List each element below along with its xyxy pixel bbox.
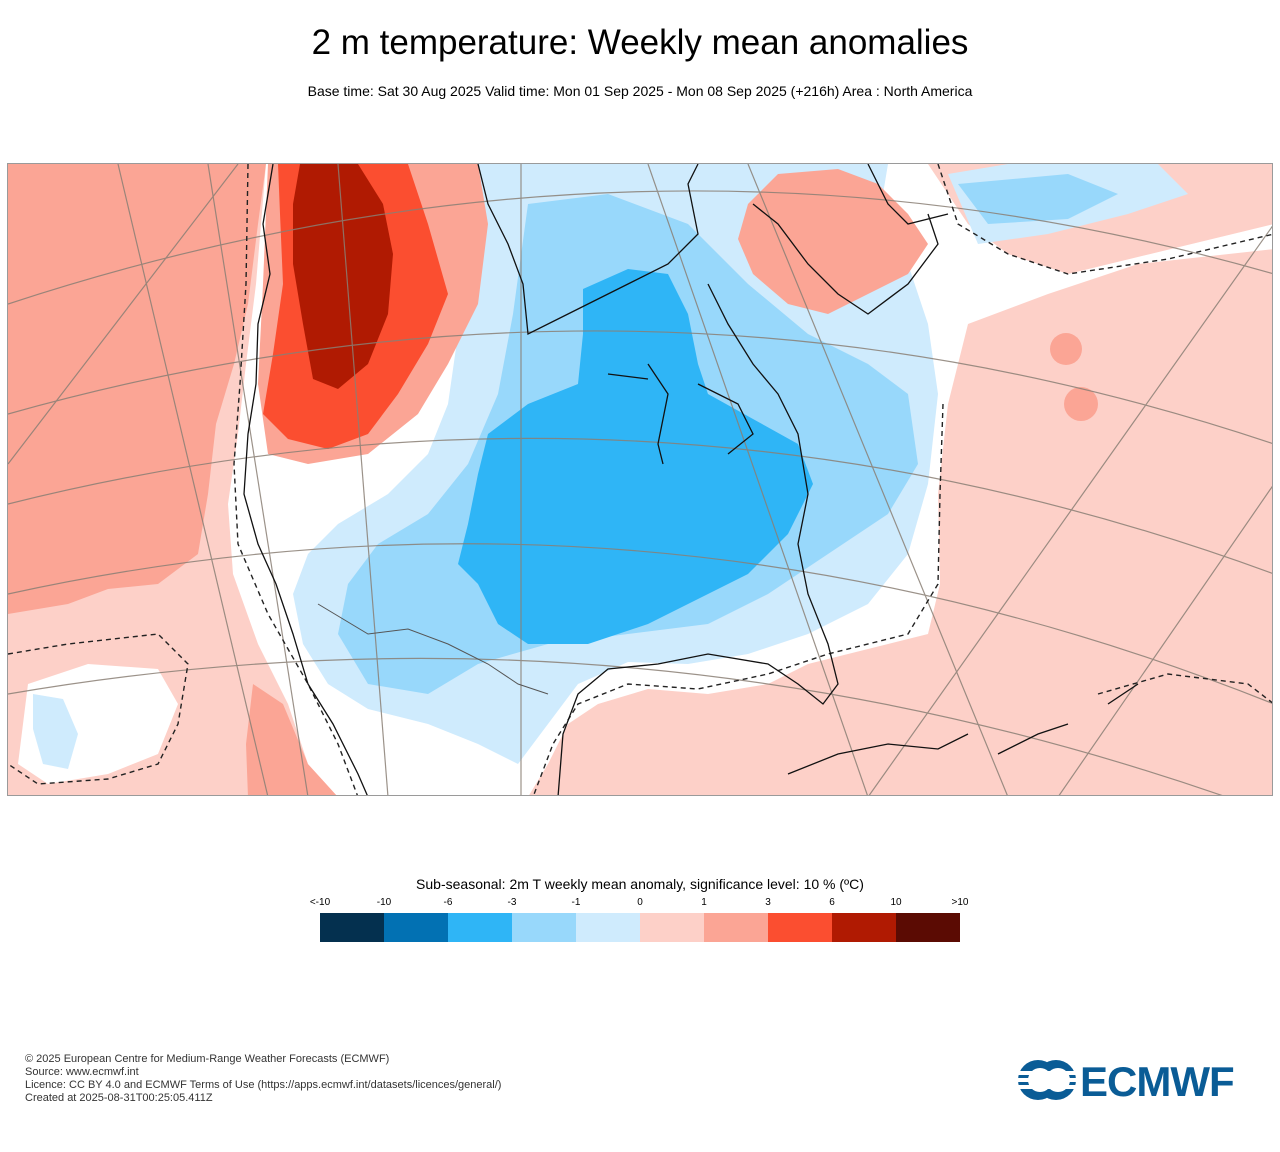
legend-swatch-6: [704, 913, 768, 942]
legend-tick-label: <-10: [309, 897, 331, 908]
legend-swatch-3: [512, 913, 576, 942]
legend-title: Sub-seasonal: 2m T weekly mean anomaly, …: [416, 876, 864, 892]
legend-tick-label: 6: [829, 897, 835, 908]
light-cold-pacific: [33, 694, 78, 769]
legend-ticks: <-10 -10 -6 -3 -1 0 1 3 6 10 >10: [0, 897, 1280, 911]
legend-tick-label: 3: [765, 897, 771, 908]
strong-cold-core: [458, 269, 813, 644]
ecmwf-logo-mark: ECMWF: [1016, 1058, 1235, 1105]
footer-copyright: © 2025 European Centre for Medium-Range …: [25, 1053, 390, 1065]
legend-swatch-9: [896, 913, 960, 942]
western-canada-extreme-core: [293, 164, 393, 389]
legend-swatch-0: [320, 913, 384, 942]
legend-swatch-1: [384, 913, 448, 942]
footer-credits: © 2025 European Centre for Medium-Range …: [25, 1053, 725, 1105]
legend-tick-label: 1: [701, 897, 707, 908]
ecmwf-logo: ECMWF: [1016, 1056, 1260, 1105]
pacific-warm-region: [8, 164, 266, 614]
legend-tick-label: >10: [951, 897, 969, 908]
legend-tick-label: 10: [890, 897, 902, 908]
footer-licence: Licence: CC BY 4.0 and ECMWF Terms of Us…: [25, 1079, 502, 1091]
legend-tick-label: 0: [637, 897, 643, 908]
legend-color-bar: [320, 913, 960, 942]
footer-created: Created at 2025-08-31T00:25:05.411Z: [25, 1092, 213, 1104]
footer-source: Source: www.ecmwf.int: [25, 1066, 139, 1078]
legend-swatch-5: [640, 913, 704, 942]
legend-tick-label: -6: [443, 897, 453, 908]
legend-swatch-2: [448, 913, 512, 942]
us-mexico-border: [317, 603, 549, 695]
anomaly-map[interactable]: [7, 163, 1273, 796]
atlantic-warm-spot-1: [1050, 333, 1082, 365]
legend-tick-label: -1: [571, 897, 581, 908]
atlantic-warm-spot-2: [1064, 387, 1098, 421]
legend-swatch-7: [768, 913, 832, 942]
map-title: 2 m temperature: Weekly mean anomalies: [311, 23, 969, 62]
labrador-warm-region: [738, 169, 928, 314]
coastlines: [243, 164, 1139, 795]
ecmwf-logo-text: ECMWF: [1080, 1058, 1234, 1104]
map-canvas: [8, 164, 1272, 795]
moderate-cold-north: [958, 174, 1118, 224]
legend-tick-label: -10: [376, 897, 392, 908]
pacific-warm-south: [246, 684, 337, 795]
legend-swatch-4: [576, 913, 640, 942]
map-subtitle: Base time: Sat 30 Aug 2025 Valid time: M…: [307, 83, 973, 99]
legend-swatch-8: [832, 913, 896, 942]
legend-tick-label: -3: [507, 897, 517, 908]
graticule: [8, 164, 1272, 795]
